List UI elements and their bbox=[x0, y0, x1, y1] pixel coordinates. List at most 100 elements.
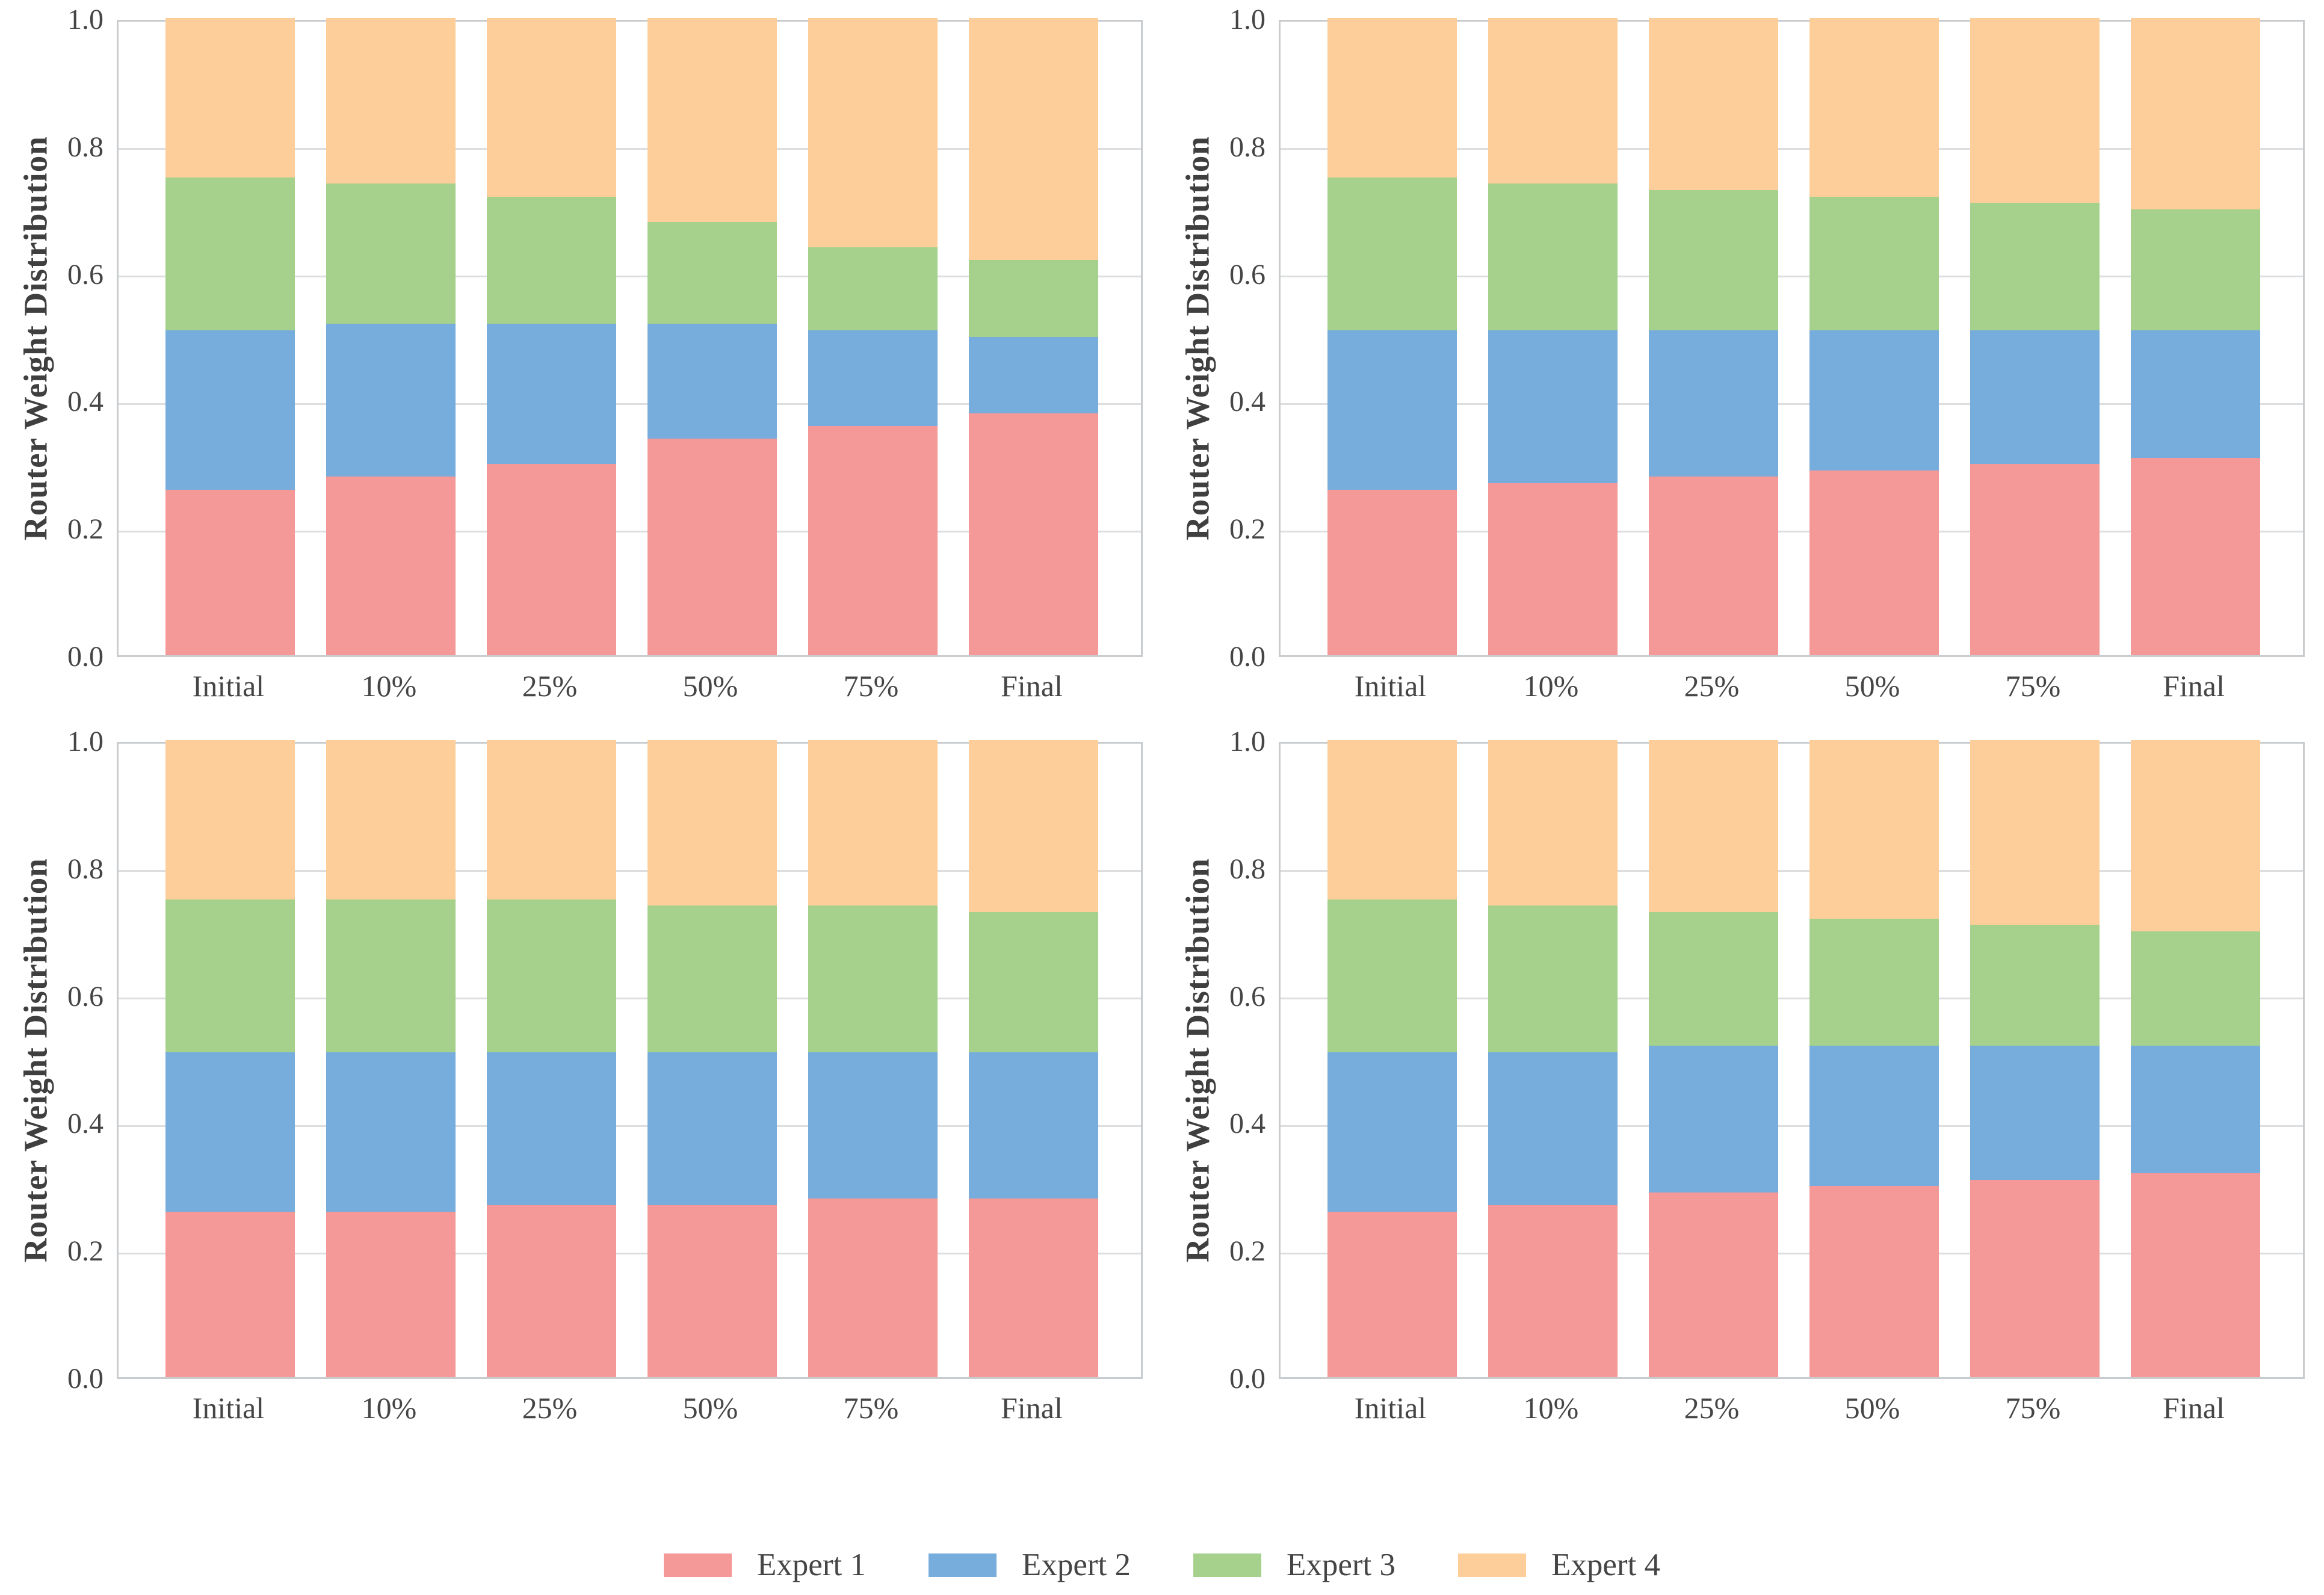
legend-swatch-expert-4-icon bbox=[1458, 1553, 1527, 1577]
bar-segment-expert-3 bbox=[1327, 899, 1457, 1052]
gridline bbox=[1281, 870, 2303, 872]
gridline bbox=[1281, 530, 2303, 532]
x-tick-label: 10% bbox=[361, 1391, 417, 1425]
subplot-bottom-left: Router Weight Distribution 0.0 0.2 0.4 0.6 0… bbox=[0, 722, 1162, 1444]
legend-label: Expert 3 bbox=[1287, 1547, 1396, 1582]
bar-segment-expert-2 bbox=[1809, 1046, 1939, 1186]
bar-segment-expert-3 bbox=[1809, 196, 1939, 330]
bar-segment-expert-4 bbox=[969, 18, 1098, 261]
bar-segment-expert-4 bbox=[487, 740, 616, 899]
x-tick-label: 75% bbox=[2005, 1391, 2061, 1425]
bar-segment-expert-3 bbox=[326, 184, 456, 324]
y-tick-label: 0.0 bbox=[1229, 1363, 1266, 1395]
gridline bbox=[119, 403, 1141, 405]
y-tick-label: 0.6 bbox=[1229, 980, 1266, 1013]
gridline bbox=[119, 148, 1141, 150]
gridline bbox=[119, 1125, 1141, 1127]
y-tick-label: 0.2 bbox=[1229, 1235, 1266, 1268]
y-tick-label: 0.4 bbox=[1229, 1108, 1266, 1140]
bar-segment-expert-4 bbox=[647, 740, 777, 906]
gridline bbox=[1281, 1252, 2303, 1254]
x-tick-label: 10% bbox=[1523, 669, 1579, 703]
legend-swatch-expert-1-icon bbox=[663, 1553, 732, 1577]
gridline bbox=[119, 276, 1141, 278]
bar-segment-expert-2 bbox=[2131, 1046, 2260, 1174]
bar-segment-expert-4 bbox=[1488, 18, 1618, 184]
bar-segment-expert-2 bbox=[969, 336, 1098, 413]
bar-segment-expert-1 bbox=[1327, 489, 1457, 655]
bar-segment-expert-1 bbox=[808, 1199, 938, 1377]
bar-segment-expert-3 bbox=[1809, 918, 1939, 1046]
legend-item-expert-3: Expert 3 bbox=[1193, 1547, 1395, 1583]
y-tick-label: 1.0 bbox=[67, 726, 104, 757]
x-tick-label: Initial bbox=[192, 669, 265, 703]
bar-segment-expert-4 bbox=[1649, 740, 1778, 912]
x-tick-label: 50% bbox=[682, 669, 738, 703]
bar-segment-expert-1 bbox=[808, 425, 938, 655]
y-tick-label: 1.0 bbox=[1229, 726, 1266, 757]
bar-segment-expert-2 bbox=[1809, 330, 1939, 470]
y-tick-label: 0.6 bbox=[67, 258, 104, 291]
bar-segment-expert-4 bbox=[969, 740, 1098, 912]
x-tick-label: 75% bbox=[2005, 669, 2061, 703]
legend-swatch-expert-3-icon bbox=[1193, 1553, 1261, 1577]
y-tick-label: 0.8 bbox=[1229, 131, 1266, 163]
bar-segment-expert-3 bbox=[1327, 177, 1457, 330]
bar-segment-expert-3 bbox=[487, 196, 616, 324]
x-tick-label: 25% bbox=[1684, 1391, 1740, 1425]
y-tick-label: 0.4 bbox=[67, 1108, 104, 1140]
bar-segment-expert-3 bbox=[487, 899, 616, 1052]
gridline bbox=[1281, 276, 2303, 278]
bar-segment-expert-3 bbox=[1649, 912, 1778, 1046]
subplot-bottom-right: Router Weight Distribution 0.0 0.2 0.4 0.6 0… bbox=[1162, 722, 2324, 1444]
x-tick-label: Initial bbox=[192, 1391, 265, 1425]
bar-segment-expert-1 bbox=[487, 464, 616, 655]
bar-segment-expert-2 bbox=[326, 324, 456, 477]
bar-segment-expert-2 bbox=[1488, 330, 1618, 484]
bar-segment-expert-2 bbox=[1970, 1046, 2100, 1180]
y-axis-label: Router Weight Distribution bbox=[17, 858, 54, 1263]
bar-segment-expert-3 bbox=[647, 905, 777, 1052]
y-tick-label: 0.4 bbox=[1229, 386, 1266, 418]
gridline bbox=[1281, 998, 2303, 1000]
y-tick-label: 0.4 bbox=[67, 386, 104, 418]
bar-segment-expert-4 bbox=[1970, 740, 2100, 925]
bar-segment-expert-1 bbox=[1649, 1192, 1778, 1377]
gridline bbox=[119, 1252, 1141, 1254]
bar-segment-expert-2 bbox=[1649, 330, 1778, 477]
bar-segment-expert-1 bbox=[326, 1211, 456, 1377]
bar-segment-expert-4 bbox=[326, 740, 456, 899]
gridline bbox=[1281, 403, 2303, 405]
bar-segment-expert-1 bbox=[165, 489, 295, 655]
bar-segment-expert-2 bbox=[808, 1052, 938, 1199]
y-tick-label: 0.0 bbox=[67, 1363, 104, 1395]
bar-segment-expert-2 bbox=[326, 1052, 456, 1212]
gridline bbox=[119, 870, 1141, 872]
y-tick-label: 0.8 bbox=[67, 131, 104, 163]
bar-segment-expert-3 bbox=[808, 247, 938, 330]
bar-segment-expert-2 bbox=[165, 1052, 295, 1212]
y-axis-label: Router Weight Distribution bbox=[1179, 858, 1216, 1263]
bar-segment-expert-3 bbox=[165, 177, 295, 330]
bar-segment-expert-2 bbox=[1327, 330, 1457, 490]
bar-segment-expert-4 bbox=[1649, 18, 1778, 190]
bar-segment-expert-2 bbox=[1649, 1046, 1778, 1192]
x-tick-label: Initial bbox=[1354, 669, 1427, 703]
bar-segment-expert-3 bbox=[1488, 184, 1618, 330]
bar-segment-expert-3 bbox=[647, 221, 777, 324]
plot-area bbox=[117, 18, 1143, 657]
y-tick-label: 0.2 bbox=[67, 513, 104, 546]
bar-segment-expert-1 bbox=[1809, 470, 1939, 655]
x-tick-label: Final bbox=[1001, 669, 1063, 703]
bar-segment-expert-2 bbox=[1327, 1052, 1457, 1212]
bar-segment-expert-3 bbox=[326, 899, 456, 1052]
bar-segment-expert-2 bbox=[1488, 1052, 1618, 1206]
bar-segment-expert-3 bbox=[1970, 203, 2100, 330]
bar-segment-expert-4 bbox=[1327, 18, 1457, 177]
x-tick-label: 25% bbox=[522, 1391, 578, 1425]
y-tick-label: 0.8 bbox=[1229, 853, 1266, 885]
bar-segment-expert-1 bbox=[1488, 1205, 1618, 1377]
y-tick-label: 0.8 bbox=[67, 853, 104, 885]
bar-segment-expert-4 bbox=[165, 18, 295, 177]
subplot-top-right: Router Weight Distribution 0.0 0.2 0.4 0.6 0… bbox=[1162, 0, 2324, 722]
